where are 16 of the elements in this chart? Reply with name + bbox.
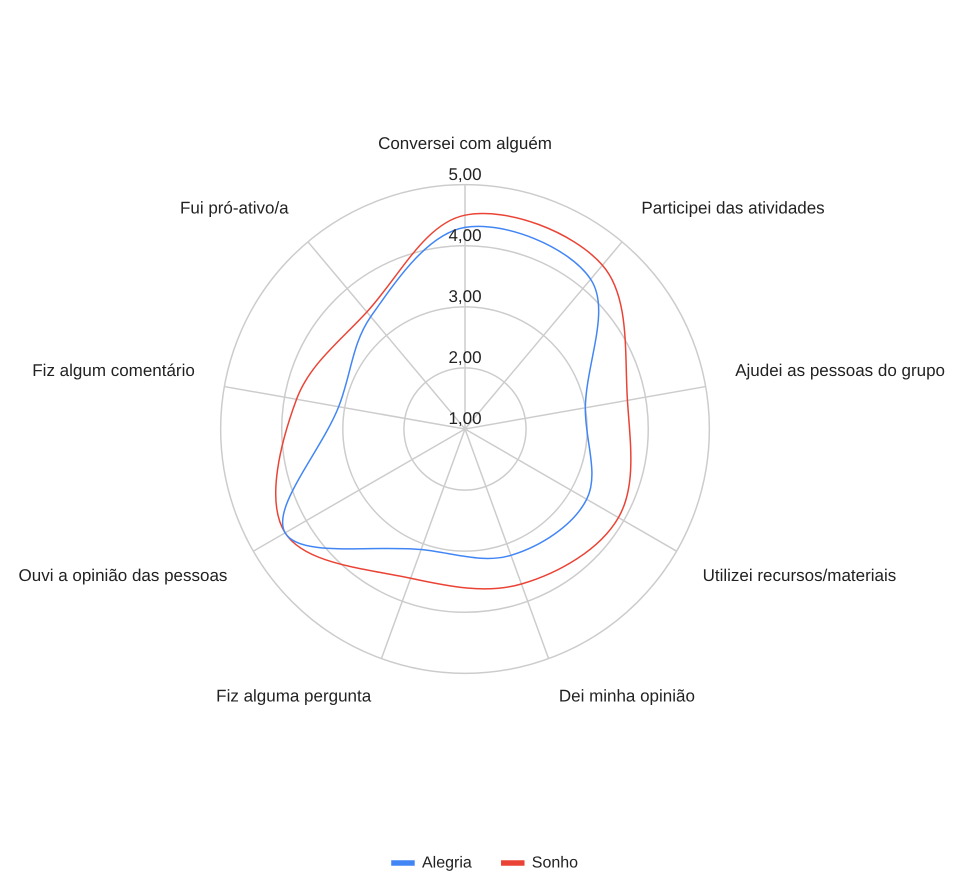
legend-label: Alegria xyxy=(422,854,472,872)
legend-label: Sonho xyxy=(532,854,578,872)
spoke-label: Conversei com alguém xyxy=(378,134,552,154)
y-tick-label: 2,00 xyxy=(448,348,482,368)
y-tick-label: 1,00 xyxy=(448,409,482,428)
spoke-label: Utilizei recursos/materiais xyxy=(702,566,896,586)
spoke-label: Fui pró-ativo/a xyxy=(180,198,290,218)
y-tick-label: 3,00 xyxy=(448,287,482,306)
spoke-label: Participei das atividades xyxy=(641,198,825,218)
spoke-label: Dei minha opinião xyxy=(558,686,695,706)
spoke-label: Fiz alguma pergunta xyxy=(216,686,372,706)
spoke-label: Ajudei as pessoas do grupo xyxy=(735,360,945,380)
spoke-label: Fiz algum comentário xyxy=(32,360,195,380)
spoke-label: Ouvi a opinião das pessoas xyxy=(18,566,228,586)
y-tick-label: 4,00 xyxy=(448,226,482,245)
y-tick-label: 5,00 xyxy=(448,164,482,184)
